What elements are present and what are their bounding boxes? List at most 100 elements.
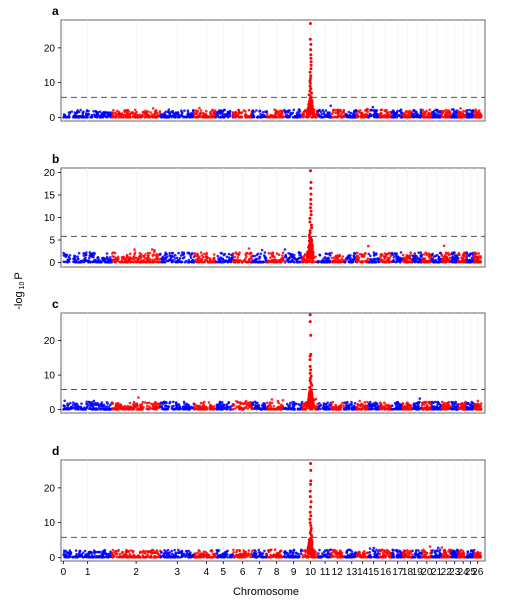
data-point xyxy=(314,260,317,264)
data-point xyxy=(171,251,175,255)
data-point xyxy=(88,550,92,554)
data-point xyxy=(233,260,237,264)
data-point xyxy=(311,115,314,119)
data-point xyxy=(424,401,427,405)
peak-point xyxy=(307,245,310,249)
data-point xyxy=(289,113,292,117)
data-point xyxy=(475,404,479,407)
data-point xyxy=(123,404,127,408)
peak-point xyxy=(309,333,313,337)
peak-point xyxy=(308,22,312,25)
y-tick-label: 10 xyxy=(44,78,56,89)
data-point xyxy=(76,116,80,119)
data-point xyxy=(80,115,84,119)
data-point xyxy=(177,260,181,264)
peak-point xyxy=(309,42,313,46)
data-point xyxy=(193,115,196,119)
data-point xyxy=(148,261,152,264)
data-point xyxy=(244,110,247,113)
data-point xyxy=(395,403,399,407)
data-point xyxy=(253,406,257,410)
data-point xyxy=(107,405,111,409)
data-point xyxy=(164,256,168,260)
data-point xyxy=(293,261,296,264)
data-point xyxy=(68,549,72,552)
data-point xyxy=(380,108,384,112)
data-point xyxy=(425,116,428,119)
data-point xyxy=(143,116,147,119)
peak-point xyxy=(309,107,313,111)
data-point xyxy=(376,257,380,260)
data-point xyxy=(301,408,304,411)
data-point xyxy=(169,114,172,118)
data-point xyxy=(164,400,167,404)
data-point xyxy=(273,408,277,411)
data-point xyxy=(281,256,285,260)
data-point xyxy=(452,257,456,261)
data-point xyxy=(92,109,95,113)
data-point xyxy=(304,408,307,411)
data-point xyxy=(101,554,104,558)
data-point xyxy=(211,114,214,118)
data-point xyxy=(259,408,263,411)
peak-points xyxy=(305,22,316,116)
data-point xyxy=(148,405,151,409)
data-point xyxy=(111,115,115,119)
data-point xyxy=(350,115,354,119)
data-point xyxy=(183,109,186,112)
peak-point xyxy=(308,89,312,93)
peak-point xyxy=(311,112,315,115)
data-point xyxy=(248,257,252,261)
data-point xyxy=(322,111,326,114)
data-point xyxy=(378,401,382,405)
data-point xyxy=(373,112,377,116)
panel-letter-c: c xyxy=(52,297,59,311)
data-point xyxy=(240,115,243,119)
data-point xyxy=(74,549,78,552)
data-point xyxy=(183,115,187,119)
data-point xyxy=(177,251,180,255)
peak-point xyxy=(309,60,313,64)
data-point xyxy=(440,113,444,116)
data-point xyxy=(132,255,135,259)
data-point xyxy=(466,260,469,264)
data-point xyxy=(85,400,88,404)
data-point xyxy=(326,256,330,260)
data-point xyxy=(143,114,147,117)
data-point xyxy=(269,252,273,255)
data-point xyxy=(258,257,261,260)
data-point xyxy=(168,251,171,255)
data-point xyxy=(168,401,171,405)
data-point xyxy=(306,116,309,119)
data-point xyxy=(476,112,479,115)
data-point xyxy=(431,253,434,257)
data-point xyxy=(113,555,116,558)
data-point xyxy=(442,244,446,248)
data-point xyxy=(450,108,454,111)
peak-point xyxy=(310,397,314,401)
data-point xyxy=(276,399,280,403)
data-point xyxy=(459,260,463,264)
data-point xyxy=(209,407,212,410)
data-point xyxy=(363,408,367,411)
data-point xyxy=(406,260,409,264)
data-point xyxy=(108,408,111,411)
data-point xyxy=(318,405,322,408)
data-point xyxy=(405,258,408,261)
peak-point xyxy=(307,108,310,112)
data-point xyxy=(350,400,353,404)
data-point xyxy=(338,253,341,257)
data-point xyxy=(419,108,423,111)
data-point xyxy=(292,407,296,411)
data-point xyxy=(263,402,266,405)
data-point xyxy=(447,114,450,117)
data-point xyxy=(298,260,302,264)
data-point xyxy=(279,408,283,411)
data-point xyxy=(212,258,215,262)
peak-point xyxy=(308,364,312,368)
data-point xyxy=(345,257,348,260)
data-point xyxy=(298,110,302,113)
data-point xyxy=(380,112,383,115)
data-point xyxy=(324,252,328,255)
